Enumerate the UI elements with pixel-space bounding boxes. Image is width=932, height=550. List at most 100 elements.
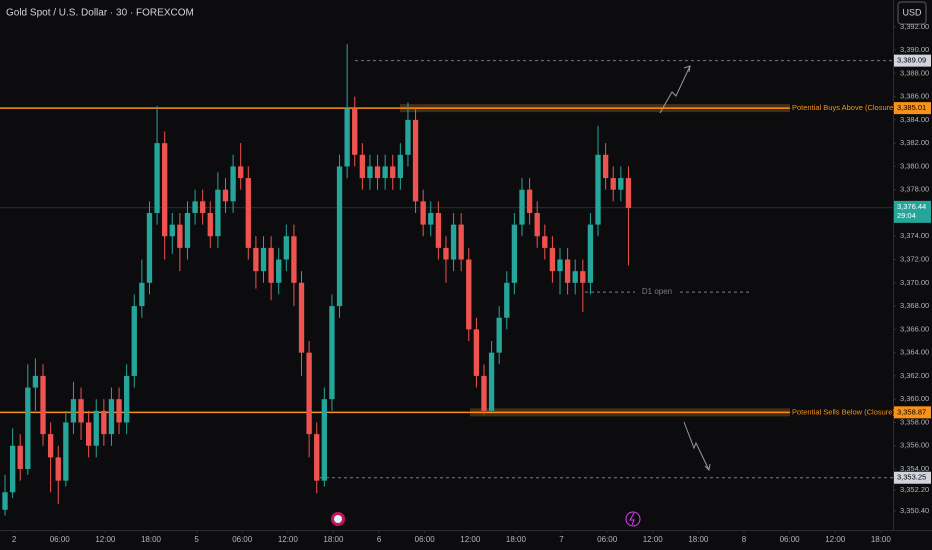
price-tag-bg xyxy=(894,54,931,67)
candle-body xyxy=(382,166,388,179)
candle-body xyxy=(238,166,244,179)
candle-body xyxy=(450,224,457,260)
candle-body xyxy=(230,166,236,202)
candle-body xyxy=(564,259,571,283)
x-tick-label: 12:00 xyxy=(825,535,846,544)
x-tick-label: 18:00 xyxy=(871,535,892,544)
candle-body xyxy=(162,143,168,237)
d1-open-label: D1 open xyxy=(642,287,672,296)
x-tick-label: 06:00 xyxy=(232,535,253,544)
candle-body xyxy=(184,212,191,248)
candle-body xyxy=(253,247,259,272)
candle-body xyxy=(146,212,153,283)
candle-body xyxy=(473,329,480,376)
candle-body xyxy=(519,189,525,225)
candle-body xyxy=(625,178,632,208)
price-tag: 3,358.87 xyxy=(897,407,926,416)
x-tick-label: 5 xyxy=(194,535,199,544)
y-tick-label: 3,380.00 xyxy=(900,161,929,170)
candle-body xyxy=(587,224,594,283)
currency-button[interactable] xyxy=(897,1,927,25)
candle-body xyxy=(47,434,54,458)
candle-body xyxy=(511,224,518,283)
y-tick-label: 3,356.00 xyxy=(900,441,929,450)
candle-body xyxy=(618,178,624,190)
candle-body xyxy=(131,306,137,376)
candle-body xyxy=(9,445,16,493)
candle-body xyxy=(78,399,84,423)
y-tick-label: 3,360.00 xyxy=(900,394,929,403)
candle-body xyxy=(25,387,31,470)
candle-body xyxy=(481,375,487,411)
candle-body xyxy=(443,247,449,260)
y-tick-label: 3,350.40 xyxy=(900,506,929,515)
candle-body xyxy=(428,212,434,225)
candle-body xyxy=(542,236,548,248)
candle-body xyxy=(405,119,411,155)
candle-body xyxy=(63,422,69,481)
candle-body xyxy=(108,399,115,435)
candle-body xyxy=(101,410,107,435)
candle-body xyxy=(352,108,358,155)
y-tick-label: 3,374.00 xyxy=(900,231,929,240)
candle-body xyxy=(222,189,229,202)
candle-body xyxy=(374,166,381,179)
x-tick-label: 12:00 xyxy=(278,535,299,544)
price-tag-bg xyxy=(894,471,931,484)
y-tick-label: 3,352.20 xyxy=(900,485,929,494)
candle-body xyxy=(283,236,289,260)
annotation-bg xyxy=(790,406,893,419)
candle-body xyxy=(580,271,586,283)
candle-body xyxy=(40,375,46,435)
candle-body xyxy=(2,492,8,510)
candle-body xyxy=(526,189,533,213)
candle-body xyxy=(306,352,312,435)
x-tick-label: 12:00 xyxy=(643,535,664,544)
candle-body xyxy=(549,247,556,272)
candle-body xyxy=(85,422,92,446)
candle-body xyxy=(154,143,160,213)
candle-body xyxy=(192,201,198,213)
candle-body xyxy=(93,410,99,446)
candle-body xyxy=(169,224,175,237)
x-tick-label: 2 xyxy=(12,535,17,544)
y-tick-label: 3,388.00 xyxy=(900,68,929,77)
candle-body xyxy=(466,259,472,330)
candle-body xyxy=(329,306,335,400)
candle-body xyxy=(55,457,61,481)
x-tick-label: 18:00 xyxy=(323,535,344,544)
candle-body xyxy=(245,178,251,248)
candle-body xyxy=(435,212,442,248)
candle-body xyxy=(458,224,464,260)
candle-body xyxy=(496,317,502,353)
candle-body xyxy=(291,236,297,283)
candle-body xyxy=(336,166,343,307)
candle-body xyxy=(344,108,350,167)
candle-body xyxy=(534,212,540,237)
price-tag: 3,385.01 xyxy=(897,103,926,112)
y-tick-label: 3,378.00 xyxy=(900,185,929,194)
level-annotation: Potential Sells Below (Closure) xyxy=(792,407,895,416)
candle-body xyxy=(200,201,206,213)
x-tick-label: 7 xyxy=(559,535,564,544)
candle-body xyxy=(298,282,305,353)
candle-body xyxy=(602,154,609,179)
last-price-bg xyxy=(894,200,931,223)
candle-body xyxy=(504,282,510,318)
candle-body xyxy=(215,189,221,237)
currency-label: USD xyxy=(902,7,922,17)
price-tag: 3,389.09 xyxy=(897,56,926,65)
trend-arrows xyxy=(659,65,711,472)
y-tick-label: 3,370.00 xyxy=(900,278,929,287)
x-tick-label: 18:00 xyxy=(688,535,709,544)
x-tick-label: 18:00 xyxy=(506,535,527,544)
x-tick-label: 06:00 xyxy=(50,535,71,544)
candle-body xyxy=(572,271,578,283)
candle-body xyxy=(17,445,23,470)
y-tick-label: 3,358.00 xyxy=(900,417,929,426)
y-tick-label: 3,372.00 xyxy=(900,255,929,264)
candle-body xyxy=(557,259,563,272)
